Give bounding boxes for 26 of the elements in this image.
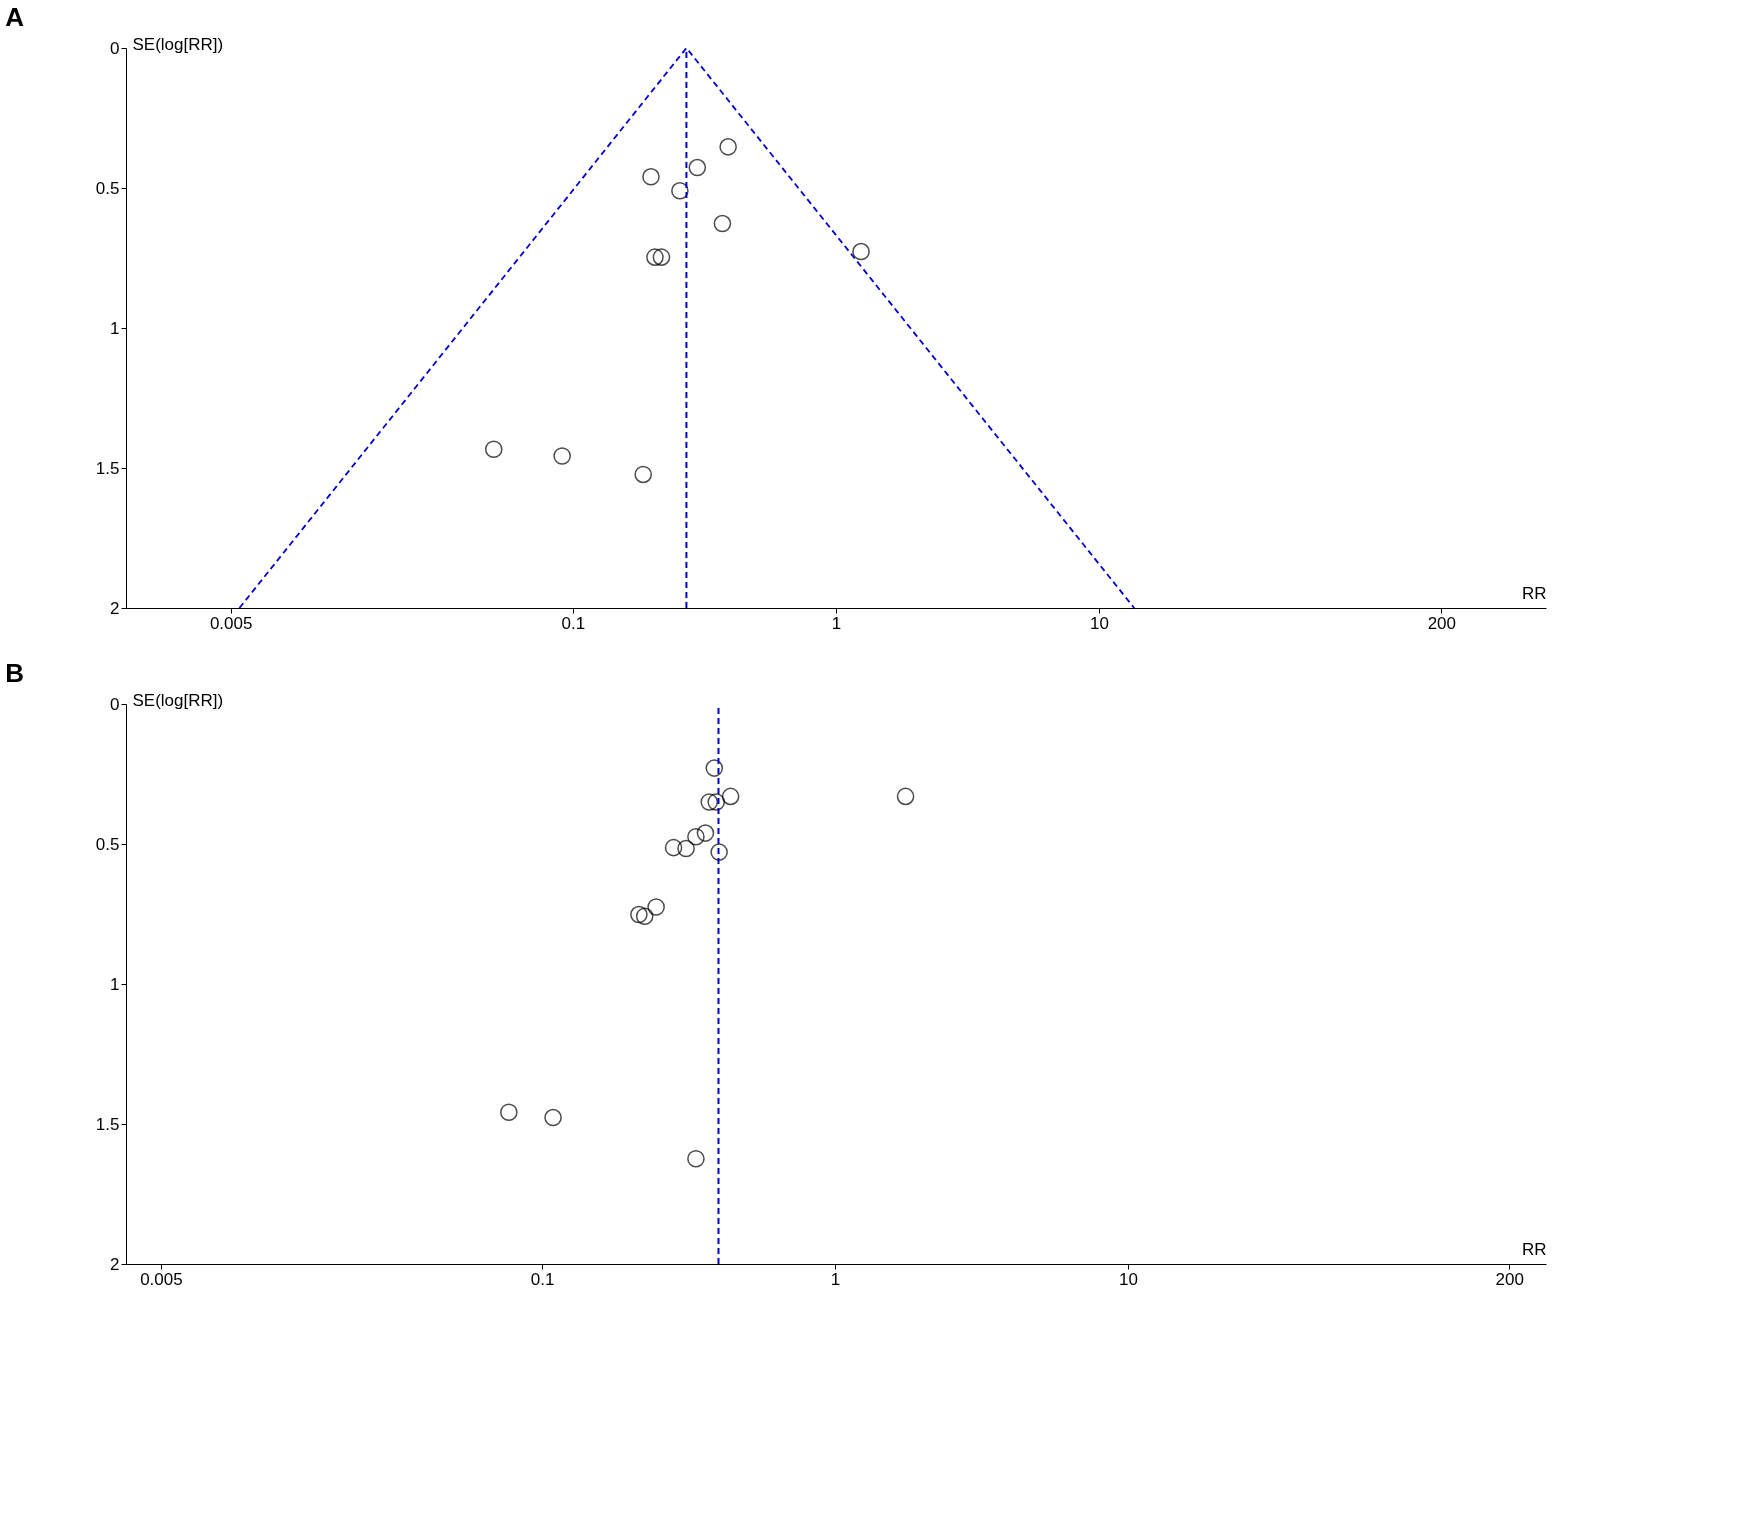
x-tick-label: 10: [1090, 613, 1110, 633]
x-tick-label: 0.005: [209, 613, 253, 633]
y-tick-label: 1: [110, 318, 120, 338]
y-tick-label: 0.5: [95, 834, 120, 854]
x-tick-label: 10: [1119, 1269, 1139, 1289]
x-axis-title: RR: [1521, 1239, 1547, 1259]
x-tick-label: 1: [830, 1269, 841, 1289]
y-tick-label: 1: [110, 974, 120, 994]
x-tick-label: 1: [831, 613, 842, 633]
y-tick-label: 0: [110, 38, 120, 58]
y-tick-label: 1.5: [95, 458, 120, 478]
chart-title: A: [5, 2, 25, 32]
y-axis-title: SE(log[RR]): [132, 690, 224, 710]
x-tick-label: 0.1: [561, 613, 586, 633]
x-tick-label: 0.1: [530, 1269, 555, 1289]
y-tick-label: 0: [110, 694, 120, 714]
chart-title: B: [5, 658, 25, 688]
y-tick-label: 1.5: [95, 1114, 120, 1134]
x-tick-label: 0.005: [140, 1269, 183, 1289]
x-axis-title: RR: [1521, 583, 1547, 603]
y-tick-label: 2: [110, 1254, 120, 1274]
y-tick-label: 0.5: [95, 178, 120, 198]
y-tick-label: 2: [110, 598, 120, 618]
x-tick-label: 200: [1427, 613, 1456, 633]
y-axis-title: SE(log[RR]): [132, 34, 224, 54]
x-tick-label: 200: [1495, 1269, 1524, 1289]
